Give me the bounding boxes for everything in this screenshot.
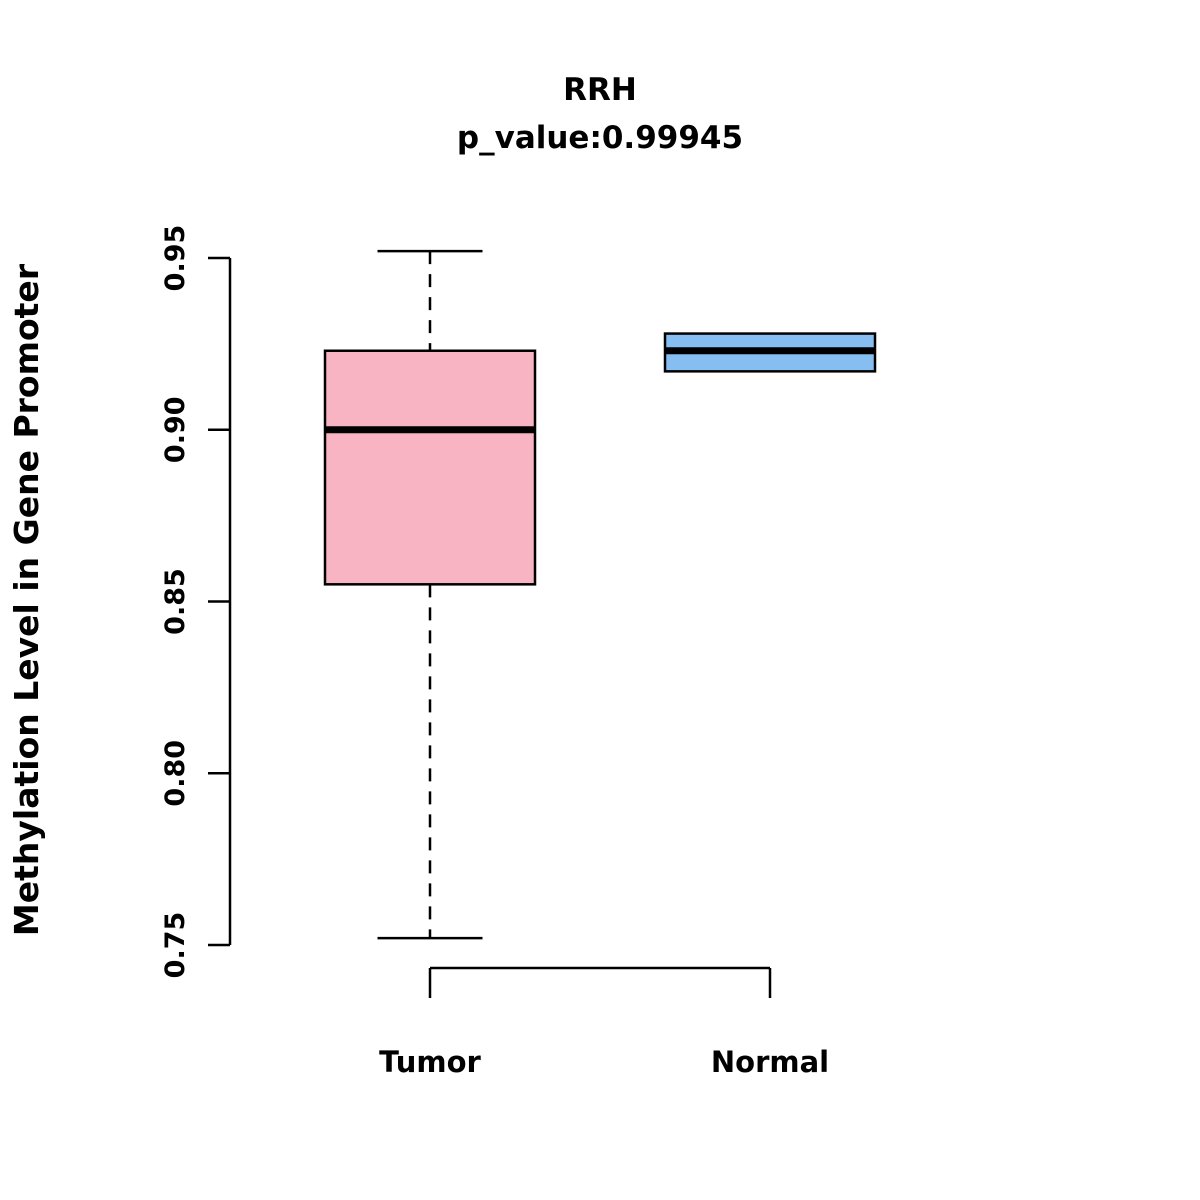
- y-axis-label: Methylation Level in Gene Promoter: [7, 263, 46, 936]
- x-label-normal: Normal: [711, 1045, 829, 1079]
- x-label-tumor: Tumor: [379, 1045, 481, 1079]
- plot-area: 0.75 0.80 0.85 0.90 0.95: [160, 225, 877, 998]
- y-tick-label: 0.80: [160, 740, 191, 807]
- y-tick-label: 0.90: [160, 396, 191, 463]
- chart-subtitle: p_value:0.99945: [457, 120, 743, 156]
- y-tick-label: 0.95: [160, 225, 191, 292]
- chart-title: RRH: [563, 72, 637, 108]
- y-tick-label: 0.85: [160, 568, 191, 635]
- box-tumor: [323, 349, 537, 586]
- y-tick-label: 0.75: [160, 912, 191, 979]
